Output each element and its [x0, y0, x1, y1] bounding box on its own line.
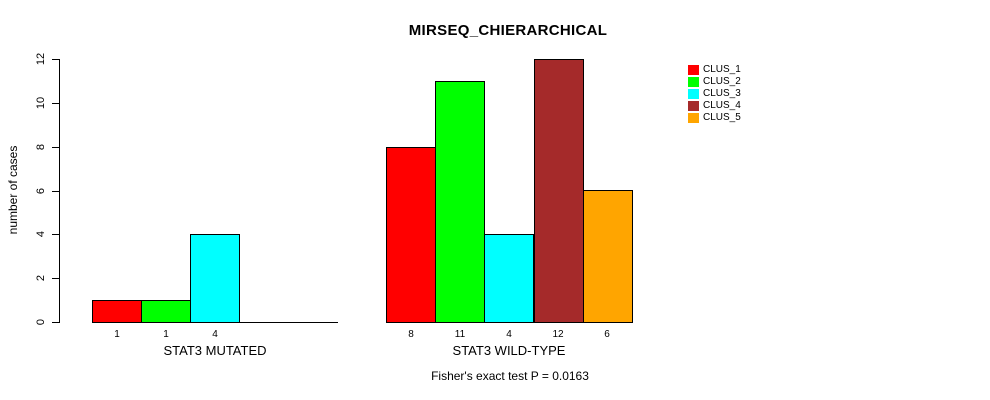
bar-stat3-wild-type-clus-1	[386, 147, 436, 323]
legend-label: CLUS_2	[703, 76, 741, 87]
y-tick	[52, 234, 59, 235]
y-tick-label: 10	[35, 96, 47, 110]
y-tick	[52, 59, 59, 60]
bar-value-label: 1	[163, 329, 169, 340]
bar-value-label: 4	[506, 329, 512, 340]
bar-stat3-wild-type-clus-3	[484, 234, 534, 323]
y-tick	[52, 278, 59, 279]
y-tick	[52, 322, 59, 323]
legend-item-clus-5: CLUS_5	[688, 112, 741, 124]
fisher-test-annotation: Fisher's exact test P = 0.0163	[431, 369, 589, 383]
bar-stat3-wild-type-clus-5	[583, 190, 633, 323]
group-label-stat3-mutated: STAT3 MUTATED	[163, 343, 267, 358]
chart-title: MIRSEQ_CHIERARCHICAL	[408, 22, 608, 39]
legend-label: CLUS_4	[703, 100, 741, 111]
legend-swatch-clus-2	[688, 77, 699, 87]
y-tick-label: 0	[35, 318, 47, 326]
y-axis-line	[59, 59, 60, 323]
bar-stat3-wild-type-clus-2	[435, 81, 485, 323]
y-tick	[52, 191, 59, 192]
legend-swatch-clus-4	[688, 101, 699, 111]
y-axis-label: number of cases	[6, 145, 20, 235]
legend-item-clus-1: CLUS_1	[688, 64, 741, 76]
bar-value-label: 12	[552, 329, 564, 340]
bar-value-label: 6	[604, 329, 610, 340]
group-label-stat3-wild-type: STAT3 WILD-TYPE	[452, 343, 566, 358]
y-tick-label: 6	[35, 187, 47, 195]
bar-stat3-wild-type-clus-4	[534, 59, 584, 323]
y-tick	[52, 103, 59, 104]
legend-swatch-clus-5	[688, 113, 699, 123]
legend-item-clus-3: CLUS_3	[688, 88, 741, 100]
legend-label: CLUS_3	[703, 88, 741, 99]
legend-label: CLUS_5	[703, 112, 741, 123]
y-tick-label: 12	[35, 52, 47, 66]
y-tick-label: 4	[35, 230, 47, 238]
y-tick	[52, 147, 59, 148]
bar-stat3-mutated-clus-3	[190, 234, 240, 323]
legend-label: CLUS_1	[703, 64, 741, 75]
legend: CLUS_1 CLUS_2 CLUS_3 CLUS_4 CLUS_5	[688, 64, 741, 124]
legend-swatch-clus-1	[688, 65, 699, 75]
legend-item-clus-4: CLUS_4	[688, 100, 741, 112]
bar-value-label: 1	[114, 329, 120, 340]
bar-stat3-mutated-clus-1	[92, 300, 142, 323]
bar-stat3-mutated-clus-2	[141, 300, 191, 323]
legend-swatch-clus-3	[688, 89, 699, 99]
bar-value-label: 11	[454, 329, 466, 340]
bar-value-label: 8	[408, 329, 414, 340]
bar-value-label: 4	[212, 329, 218, 340]
y-tick-label: 2	[35, 274, 47, 282]
legend-item-clus-2: CLUS_2	[688, 76, 741, 88]
y-tick-label: 8	[35, 143, 47, 151]
